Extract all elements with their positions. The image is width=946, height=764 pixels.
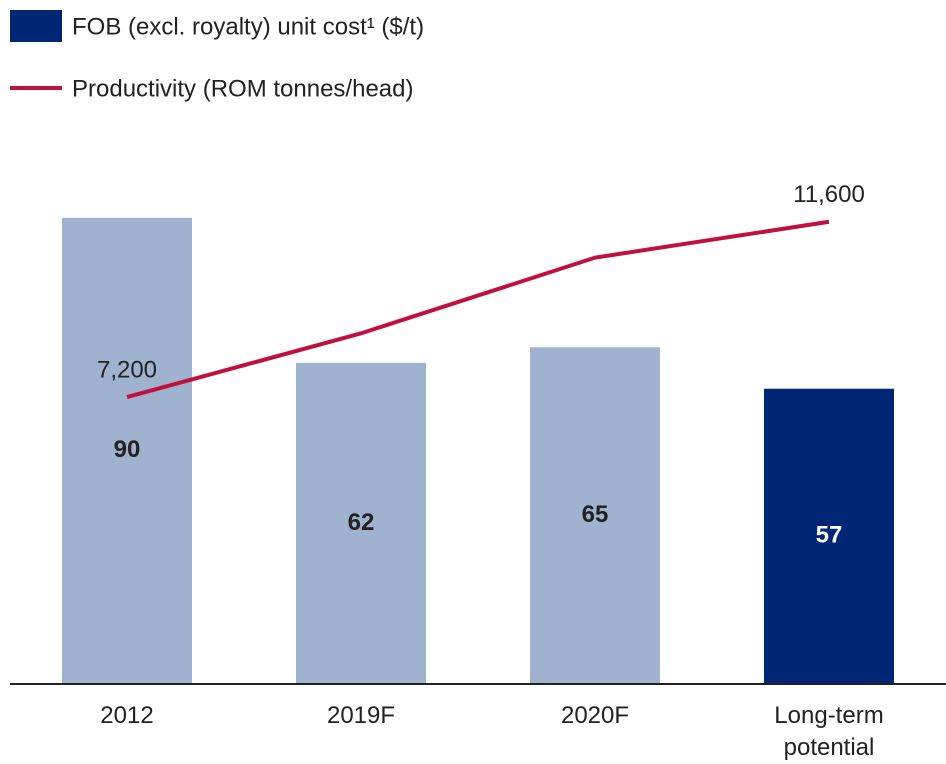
legend-label: Productivity (ROM tonnes/head) (72, 75, 413, 102)
value-label: 62 (348, 509, 375, 536)
value-label: 90 (114, 436, 141, 463)
bar (296, 362, 426, 684)
legend-label: FOB (excl. royalty) unit cost¹ ($/t) (72, 13, 424, 40)
value-label: 57 (816, 522, 843, 549)
x-tick-label: 2020F (560, 702, 630, 729)
x-tick-label: 2019F (326, 702, 396, 729)
x-tick-label: Long-term potential (774, 702, 884, 761)
legend-swatch (10, 10, 62, 42)
value-label: 65 (582, 501, 609, 528)
x-tick-label: 2012 (100, 702, 154, 729)
bar (62, 217, 192, 685)
line-label: 11,600 (793, 181, 865, 208)
bar (764, 388, 894, 684)
line (126, 219, 830, 400)
bar (530, 347, 660, 684)
line-label: 7,200 (97, 356, 157, 383)
